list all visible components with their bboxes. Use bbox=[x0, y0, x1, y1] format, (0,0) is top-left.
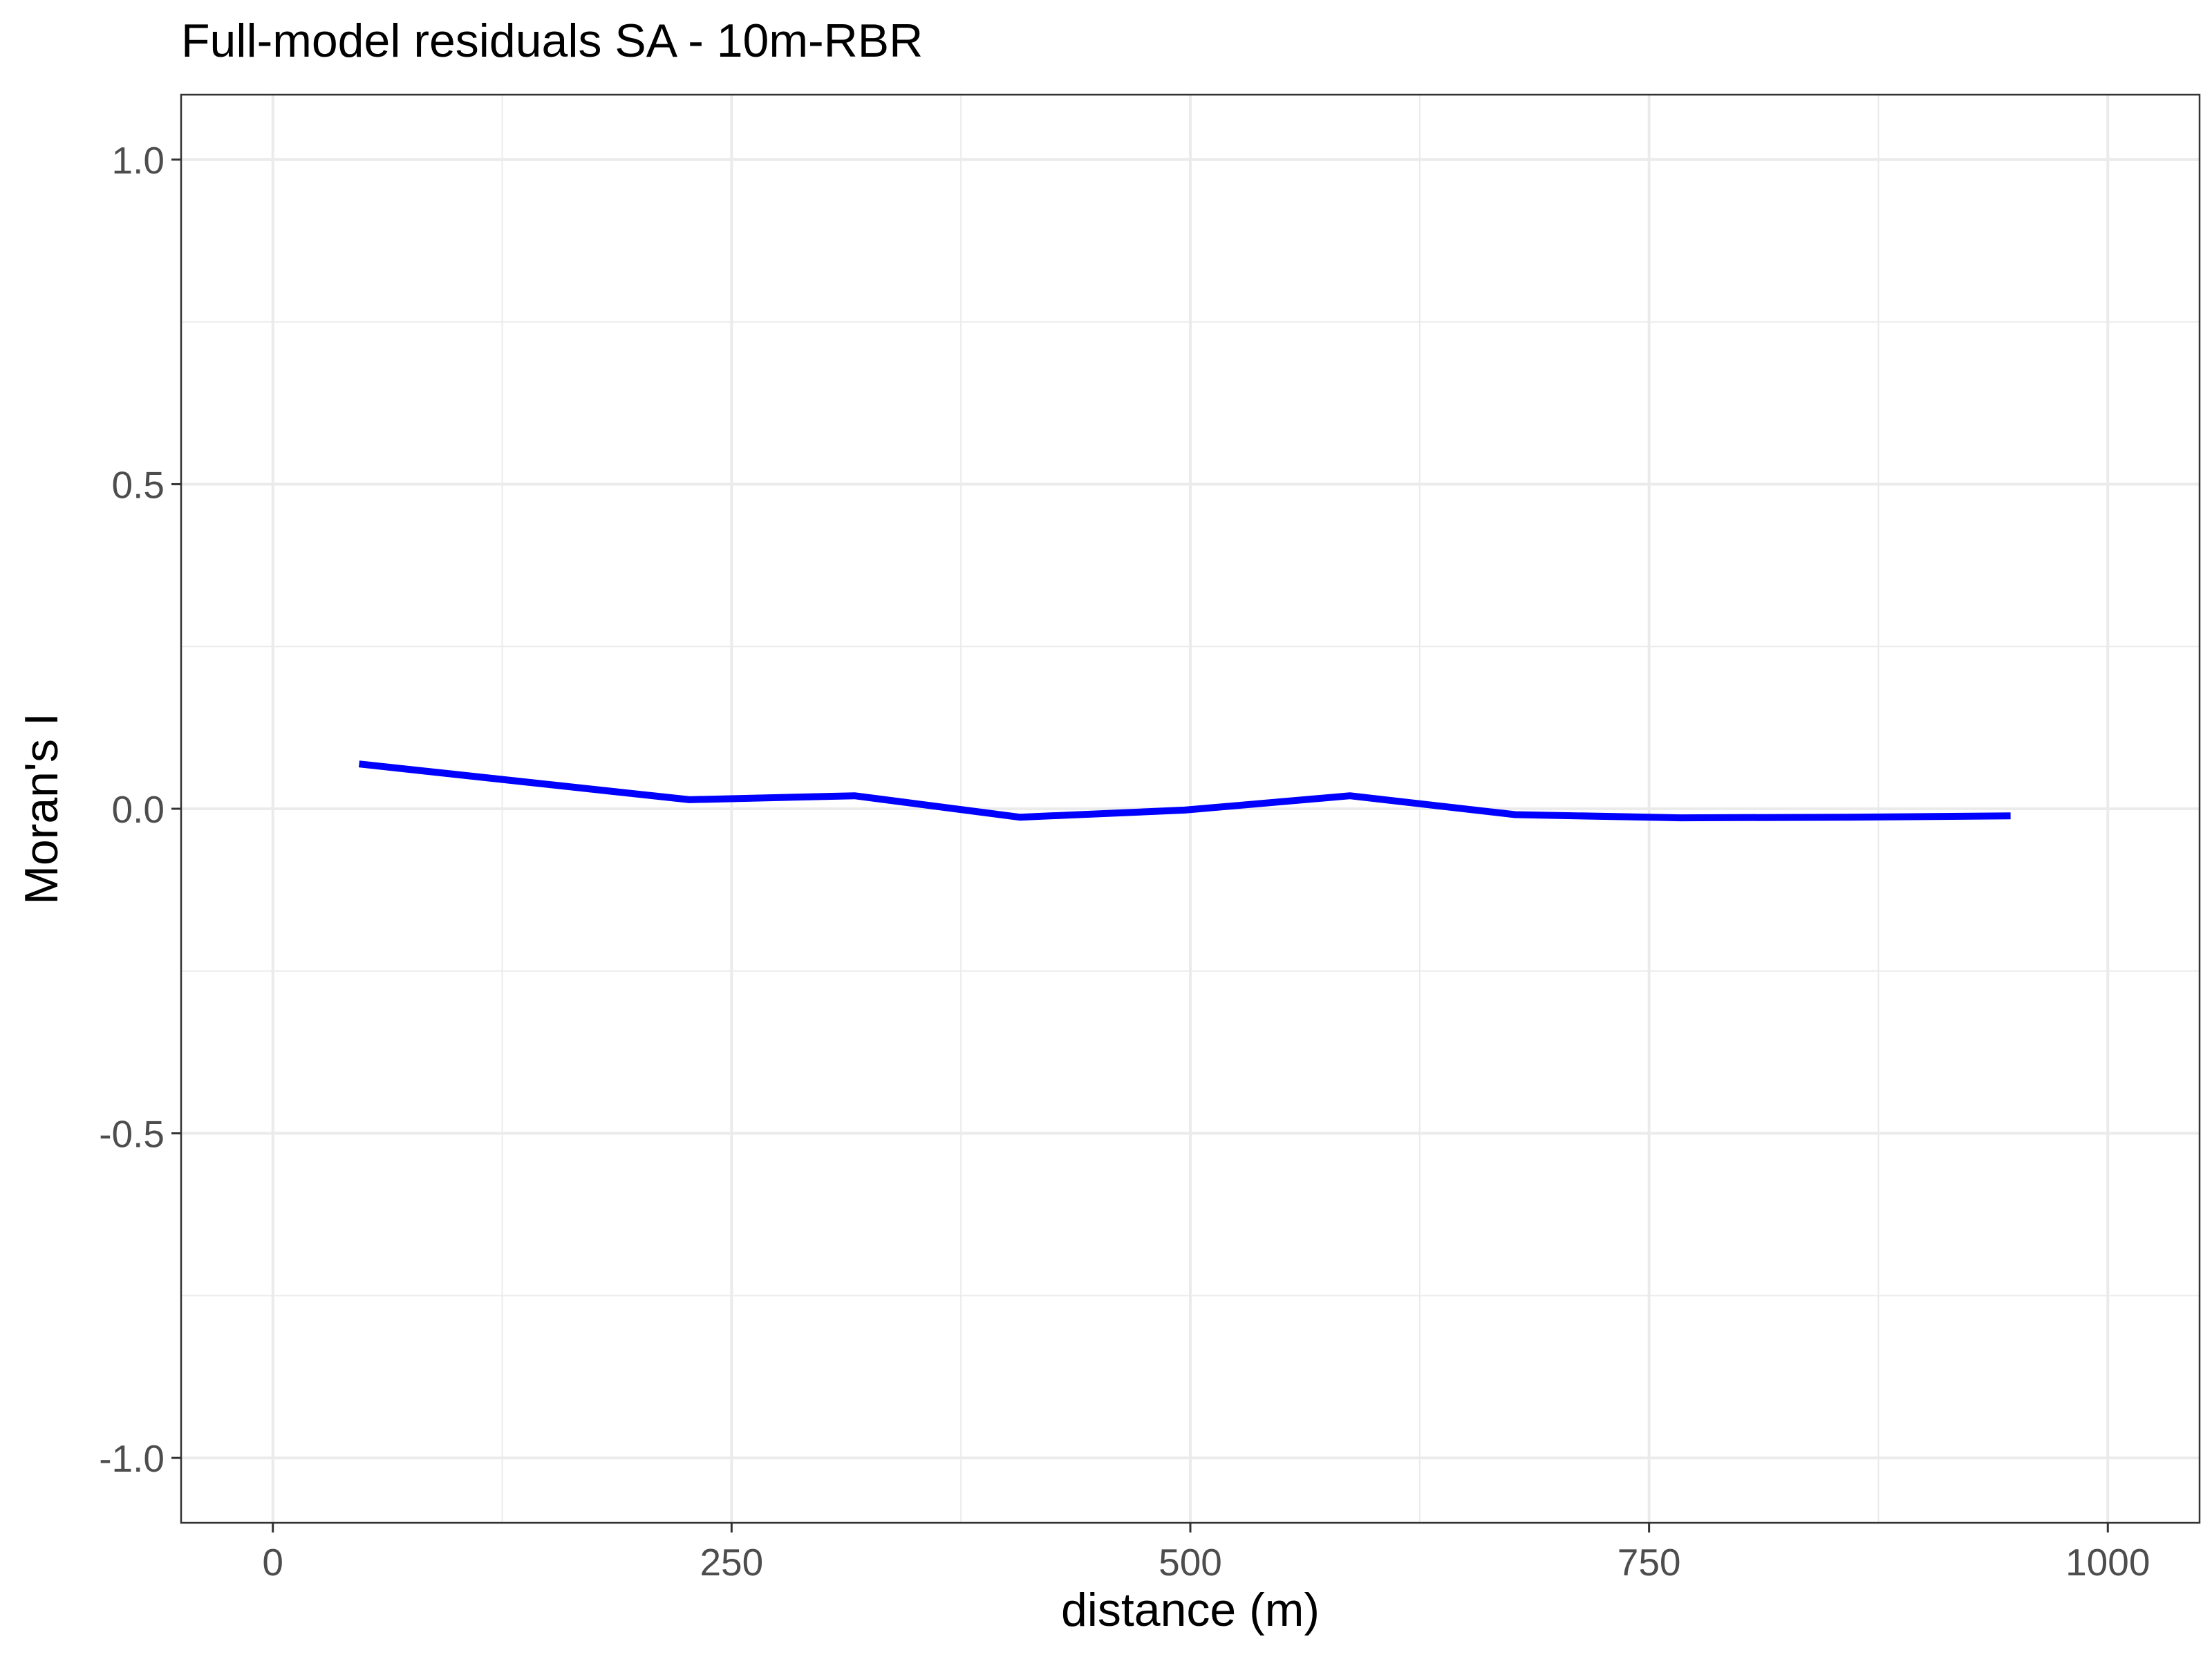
y-tick-label: -1.0 bbox=[99, 1437, 165, 1480]
y-tick-label: -0.5 bbox=[99, 1113, 165, 1156]
y-tick-label: 0.0 bbox=[112, 788, 165, 831]
y-axis-label: Moran's I bbox=[15, 713, 68, 905]
x-tick-label: 750 bbox=[1618, 1541, 1681, 1584]
x-tick-label: 500 bbox=[1159, 1541, 1222, 1584]
series-line bbox=[358, 760, 2011, 822]
x-tick-label: 0 bbox=[262, 1541, 283, 1584]
x-axis-label: distance (m) bbox=[1060, 1584, 1320, 1636]
y-tick-label: 1.0 bbox=[112, 139, 165, 182]
x-tick-label: 250 bbox=[700, 1541, 763, 1584]
chart-title: Full-model residuals SA - 10m-RBR bbox=[181, 15, 924, 67]
x-tick-label: 1000 bbox=[2065, 1541, 2150, 1584]
y-tick-label: 0.5 bbox=[112, 463, 165, 506]
